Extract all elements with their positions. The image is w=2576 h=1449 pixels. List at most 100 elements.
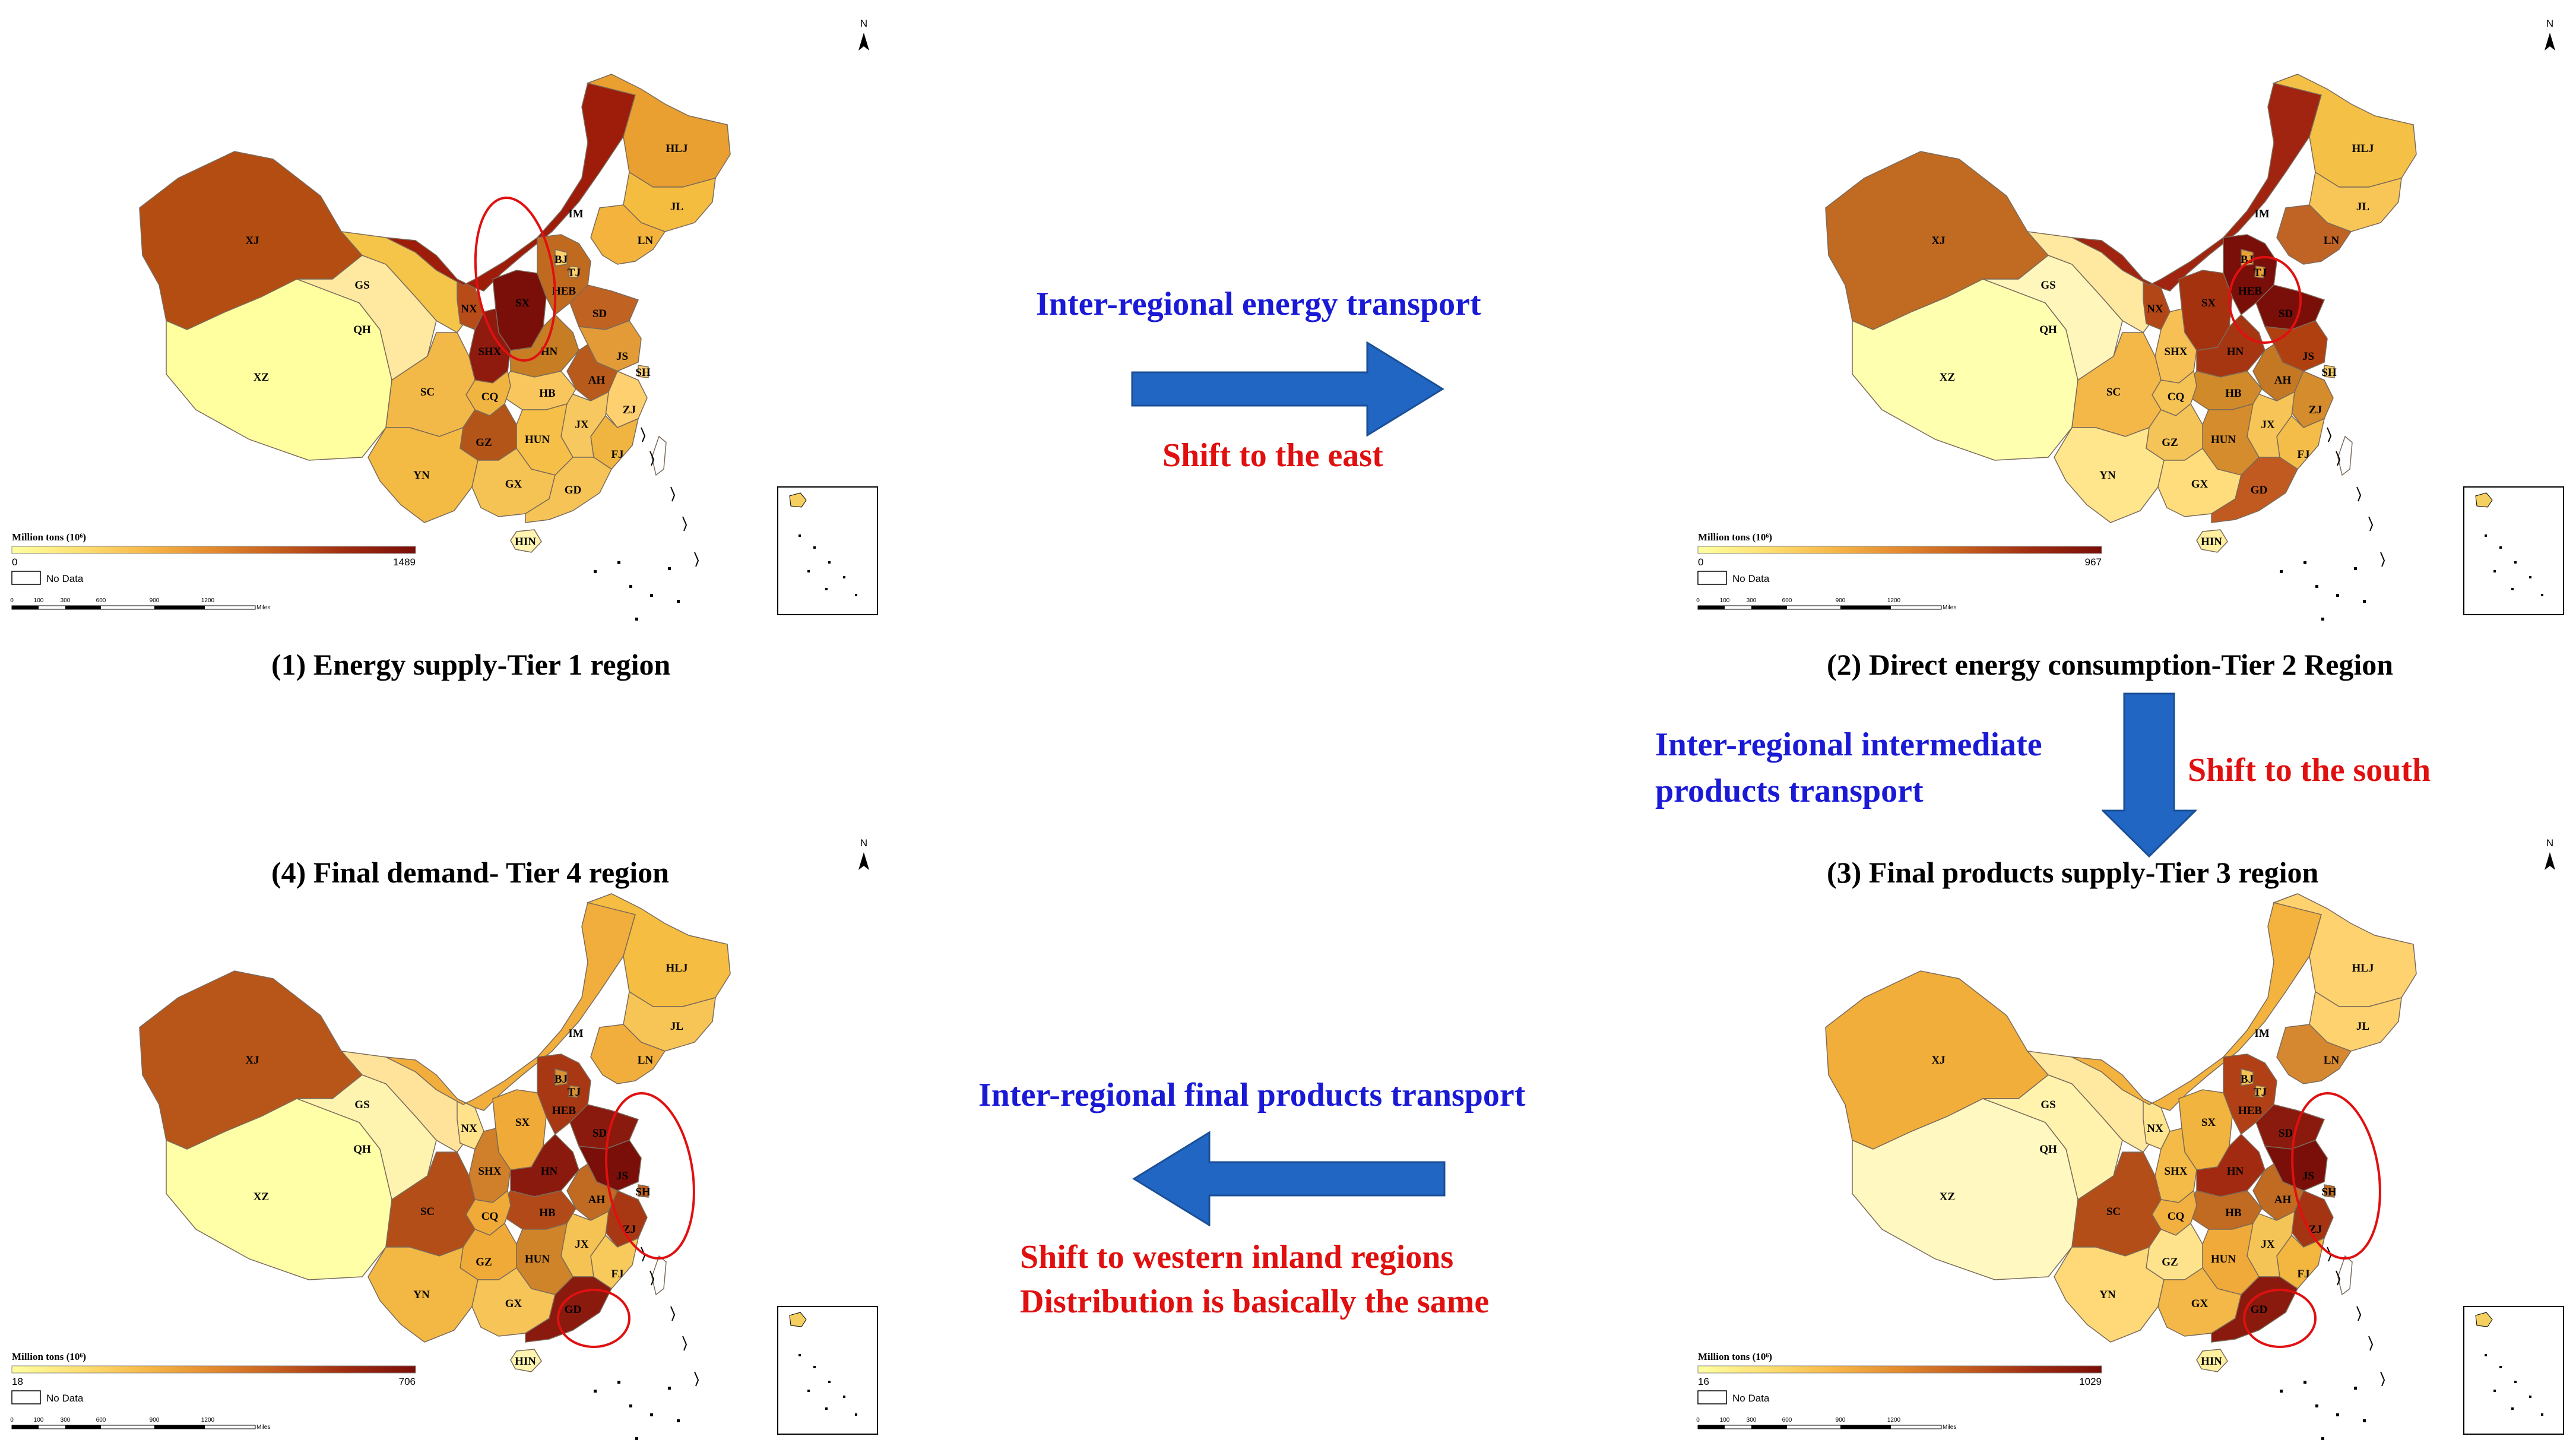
region-label-sx: SX bbox=[515, 1116, 530, 1129]
region-im bbox=[385, 893, 636, 1111]
north-arrow-icon: N bbox=[2545, 18, 2555, 50]
region-label-fj: FJ bbox=[2297, 1268, 2309, 1280]
panel-caption-1: (1) Energy supply-Tier 1 region bbox=[271, 648, 671, 681]
region-label-gz: GZ bbox=[476, 436, 492, 449]
region-label-hb: HB bbox=[2225, 1207, 2242, 1219]
region-label-shx: SHX bbox=[2164, 1165, 2187, 1178]
energy-flow-title: Inter-regional energy transport bbox=[1036, 286, 1481, 322]
scale-tick: 300 bbox=[61, 1417, 71, 1423]
region-label-im: IM bbox=[2254, 208, 2269, 220]
region-label-gx: GX bbox=[2191, 1298, 2209, 1310]
south-sea-islands bbox=[2280, 561, 2366, 621]
intermediate-flow-title-line1: Inter-regional intermediate bbox=[1655, 726, 2042, 763]
highlight-circle-sx bbox=[474, 197, 557, 362]
region-gd bbox=[2211, 1276, 2298, 1343]
north-arrow-icon: N bbox=[2545, 837, 2555, 870]
scale-tick: 900 bbox=[150, 597, 160, 604]
scale-tick: 100 bbox=[34, 1417, 44, 1423]
region-label-heb: HEB bbox=[2238, 285, 2262, 298]
region-label-heb: HEB bbox=[552, 285, 576, 298]
region-label-xj: XJ bbox=[1931, 235, 1945, 247]
region-hin bbox=[2196, 1349, 2228, 1372]
region-label-ln: LN bbox=[638, 235, 654, 247]
legend-title: Million tons (10⁶) bbox=[12, 1351, 86, 1362]
no-data-label: No Data bbox=[1732, 1393, 1770, 1404]
region-label-yn: YN bbox=[2099, 469, 2116, 482]
legend-min: 0 bbox=[12, 556, 17, 568]
region-hin bbox=[510, 1349, 542, 1372]
region-layer bbox=[1825, 893, 2417, 1372]
region-hlj bbox=[586, 893, 731, 1007]
region-hin bbox=[2196, 529, 2228, 553]
legend-max: 1489 bbox=[393, 556, 416, 568]
scale-tick: 600 bbox=[96, 597, 106, 604]
legend: Million tons (10⁶) 0 1489 No Data bbox=[11, 531, 416, 585]
scale-tick: 100 bbox=[34, 597, 44, 604]
region-label-hn: HN bbox=[2227, 346, 2244, 358]
region-label-yn: YN bbox=[413, 1289, 430, 1301]
region-label-xz: XZ bbox=[254, 1191, 269, 1203]
highlight-circle-js bbox=[605, 1092, 695, 1260]
highlight-circle-gd bbox=[2243, 1289, 2317, 1348]
region-label-hun: HUN bbox=[525, 434, 550, 446]
scale-tick: 600 bbox=[96, 1417, 106, 1423]
region-label-yn: YN bbox=[2099, 1289, 2116, 1301]
region-label-hin: HIN bbox=[2201, 1355, 2222, 1368]
region-label-js: JS bbox=[616, 350, 628, 363]
region-label-ln: LN bbox=[638, 1054, 654, 1067]
region-label-gx: GX bbox=[2191, 478, 2209, 491]
region-bj bbox=[2241, 1068, 2254, 1086]
west-arrow bbox=[1132, 1131, 1446, 1226]
highlight-circle-js bbox=[2291, 1092, 2381, 1260]
region-label-js: JS bbox=[616, 1170, 628, 1182]
north-label: N bbox=[860, 18, 867, 29]
region-tj bbox=[2254, 265, 2266, 279]
north-label: N bbox=[2546, 837, 2553, 849]
region-label-xj: XJ bbox=[1931, 1054, 1945, 1067]
north-arrow-icon: N bbox=[858, 18, 869, 50]
region-label-qh: QH bbox=[2039, 1143, 2057, 1156]
scale-tick: 0 bbox=[10, 1417, 14, 1423]
north-arrow-icon: N bbox=[858, 837, 869, 870]
legend-title: Million tons (10⁶) bbox=[12, 531, 86, 543]
region-label-gs: GS bbox=[2040, 279, 2055, 292]
region-label-ah: AH bbox=[588, 1194, 606, 1206]
no-data-swatch bbox=[11, 1390, 41, 1404]
region-label-hb: HB bbox=[539, 387, 556, 400]
region-label-xz: XZ bbox=[1940, 1191, 1955, 1203]
region-label-nx: NX bbox=[461, 303, 477, 315]
legend: Million tons (10⁶) 16 1029 No Data bbox=[1697, 1351, 2102, 1404]
scale-tick: 0 bbox=[1696, 1417, 1700, 1423]
region-label-jl: JL bbox=[670, 201, 683, 213]
no-data-label: No Data bbox=[46, 1393, 84, 1404]
region-tj bbox=[568, 1085, 579, 1098]
region-label-gd: GD bbox=[2251, 1304, 2268, 1316]
south-arrow bbox=[2102, 692, 2197, 858]
region-label-js: JS bbox=[2302, 1170, 2314, 1182]
map-panel-3: XJ XZ QH GS NX IM HLJ JL LN SX HEB BJ TJ SD SHX HN JS SH A… bbox=[1686, 820, 2576, 1449]
scale-bar: 0 100 300 600 900 1200 Miles bbox=[1696, 1417, 1956, 1431]
region-label-xj: XJ bbox=[245, 235, 259, 247]
region-label-sd: SD bbox=[2279, 1127, 2293, 1140]
region-label-cq: CQ bbox=[2168, 391, 2185, 403]
region-label-heb: HEB bbox=[552, 1105, 576, 1117]
region-label-jx: JX bbox=[575, 419, 589, 431]
region-label-tj: TJ bbox=[2254, 1086, 2267, 1099]
region-label-bj: BJ bbox=[555, 1073, 568, 1086]
legend-max: 1029 bbox=[2079, 1376, 2102, 1387]
region-tw bbox=[651, 435, 667, 476]
region-label-sh: SH bbox=[2321, 1186, 2337, 1198]
region-label-gd: GD bbox=[565, 484, 582, 496]
scale-bar: 0 100 300 600 900 1200 Miles bbox=[10, 1417, 270, 1431]
legend-title: Million tons (10⁶) bbox=[1698, 1351, 1772, 1362]
region-label-fj: FJ bbox=[2297, 448, 2309, 461]
region-label-tj: TJ bbox=[568, 1086, 581, 1099]
scale-tick: 300 bbox=[1747, 1417, 1757, 1423]
region-hlj bbox=[2272, 893, 2417, 1007]
scale-tick: 1200 bbox=[201, 1417, 215, 1423]
region-label-nx: NX bbox=[2147, 303, 2163, 315]
region-layer bbox=[1825, 74, 2417, 553]
